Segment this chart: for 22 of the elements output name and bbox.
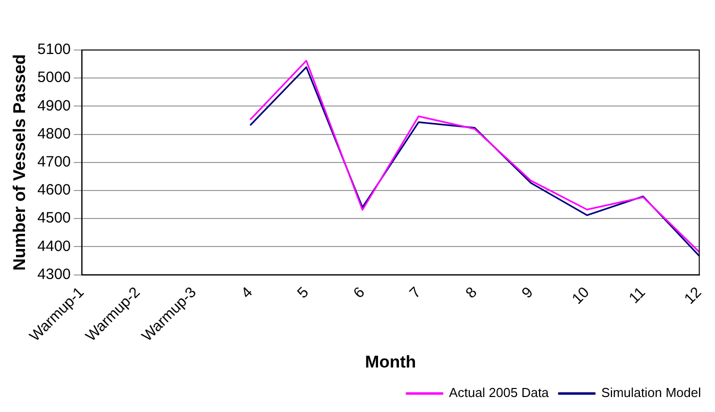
x-tick-label: 12	[681, 284, 706, 308]
x-axis-title: Month	[365, 352, 416, 372]
x-tick-label: 4	[238, 284, 256, 302]
y-tick-label: 4400	[37, 238, 71, 255]
y-tick-label: 5000	[37, 69, 71, 86]
y-tick-label: 4300	[37, 266, 71, 283]
y-tick-label: 4800	[37, 125, 71, 142]
x-tick-label: 10	[568, 284, 593, 308]
y-tick-label: 4500	[37, 210, 71, 227]
y-tick-label: 5100	[37, 41, 71, 58]
x-tick-label: 5	[294, 284, 312, 302]
legend-label: Actual 2005 Data	[449, 385, 550, 400]
x-tick-label: 7	[406, 284, 424, 302]
legend-label: Simulation Model	[601, 385, 702, 400]
y-axis-title: Number of Vessels Passed	[10, 54, 29, 271]
x-tick-label: 6	[350, 284, 368, 302]
y-tick-label: 4600	[37, 182, 71, 199]
x-tick-label: 9	[518, 284, 537, 302]
y-tick-label: 4700	[37, 154, 71, 171]
x-tick-label: 8	[462, 284, 480, 302]
y-tick-label: 4900	[37, 97, 71, 114]
x-tick-label: 11	[626, 284, 649, 307]
